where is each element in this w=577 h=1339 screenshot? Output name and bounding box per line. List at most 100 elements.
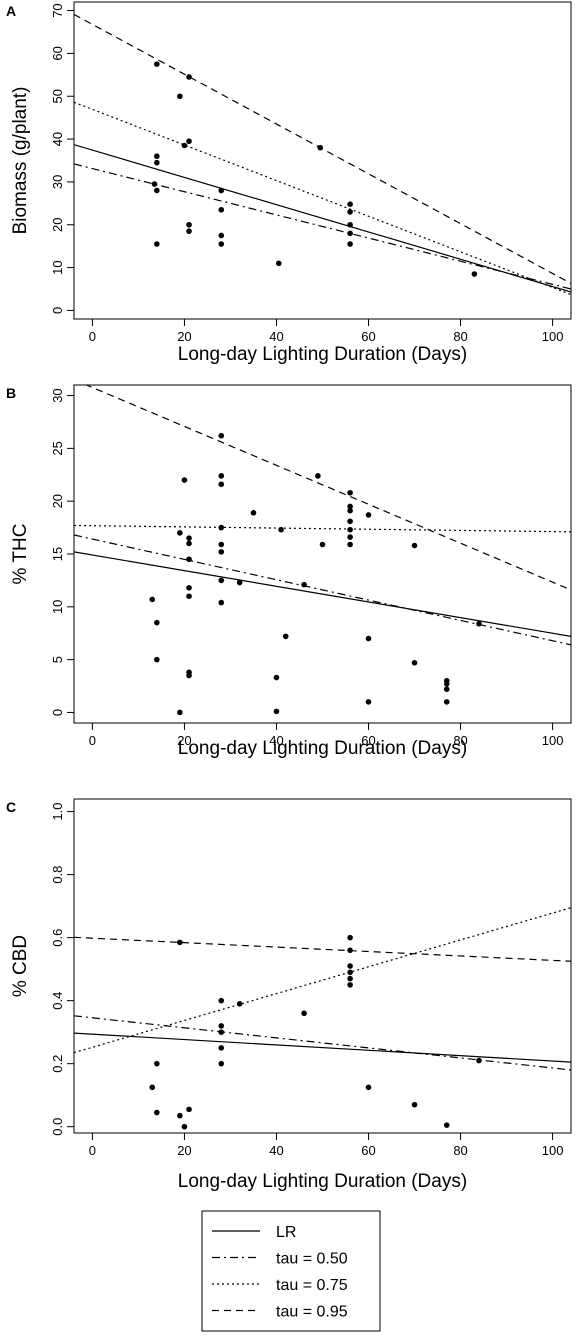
data-point [186, 556, 192, 563]
y-axis-label: Biomass (g/plant) [10, 87, 31, 235]
data-point [365, 699, 372, 705]
y-tick-label: 20 [50, 494, 65, 508]
y-tick-label: 50 [50, 89, 65, 103]
fit-line-tau-0-50 [74, 1015, 571, 1071]
legend-label: tau = 0.75 [276, 1277, 348, 1294]
data-point [218, 1023, 225, 1029]
data-point [151, 181, 158, 187]
data-point [278, 526, 284, 533]
data-point [218, 206, 225, 213]
data-point [154, 619, 160, 626]
data-point [177, 530, 183, 536]
data-point [411, 542, 418, 549]
data-point [186, 74, 192, 80]
y-axis-label: % CBD [10, 935, 31, 997]
data-point [347, 230, 353, 237]
y-tick-label: 10 [50, 600, 65, 614]
x-tick-label: 80 [453, 1143, 467, 1158]
data-point [218, 241, 225, 247]
x-tick-label: 20 [177, 733, 191, 748]
data-point [443, 681, 450, 687]
data-point [347, 969, 353, 976]
x-tick-label: 20 [177, 329, 191, 344]
data-point [177, 1112, 183, 1119]
y-tick-label: 20 [50, 218, 65, 232]
data-point [365, 1084, 372, 1091]
data-point [186, 672, 192, 679]
plot-frame [73, 1, 572, 320]
fit-line-tau-0-75 [74, 524, 571, 533]
y-tick-label: 70 [50, 3, 65, 17]
data-point [218, 599, 225, 606]
x-tick-label: 0 [89, 1143, 96, 1158]
data-point [186, 1106, 192, 1113]
panel-letter: B [6, 385, 16, 401]
data-point [186, 593, 192, 600]
data-point [443, 1122, 450, 1128]
data-point [177, 709, 183, 716]
data-point [149, 596, 156, 603]
data-point [154, 1109, 160, 1116]
data-point [186, 228, 192, 234]
fit-line-tau-0-50 [74, 534, 571, 646]
y-tick-label: 10 [50, 260, 65, 274]
data-point [347, 241, 353, 247]
data-point [250, 510, 257, 516]
x-axis-label: Long-day Lighting Duration (Days) [178, 344, 467, 365]
y-tick-label: 25 [50, 441, 65, 455]
fit-line-lr [74, 1032, 571, 1063]
x-tick-label: 40 [269, 733, 283, 748]
fit-line-tau-0-95 [74, 936, 571, 962]
x-tick-label: 40 [269, 329, 283, 344]
x-tick-label: 60 [361, 1143, 375, 1158]
data-point [177, 939, 183, 946]
fit-line-tau-0-95 [84, 385, 571, 591]
fit-lines [74, 907, 571, 1071]
data-point [275, 260, 282, 267]
data-point [273, 674, 280, 681]
x-tick-label: 100 [542, 733, 564, 748]
data-point [186, 535, 192, 541]
data-point [186, 585, 192, 591]
data-point [154, 159, 160, 166]
fit-lines [74, 385, 571, 646]
y-tick-label: 0 [50, 709, 65, 716]
data-point [218, 481, 225, 488]
x-tick-label: 80 [453, 329, 467, 344]
data-point [471, 271, 478, 277]
data-point [154, 153, 160, 160]
x-tick-label: 20 [177, 1143, 191, 1158]
data-point [218, 473, 225, 479]
fit-lines [74, 13, 571, 296]
x-axis-label: Long-day Lighting Duration (Days) [178, 1171, 467, 1192]
data-point [154, 1060, 160, 1067]
data-point [154, 61, 160, 67]
data-point [154, 656, 160, 663]
y-axis-label: % THC [10, 524, 31, 585]
data-point [154, 187, 160, 194]
x-tick-label: 60 [361, 329, 375, 344]
y-tick-label: 30 [50, 175, 65, 189]
data-point [443, 699, 450, 705]
y-tick-label: 5 [50, 656, 65, 663]
y-tick-label: 0.6 [50, 929, 65, 947]
x-axis-label: Long-day Lighting Duration (Days) [178, 738, 467, 759]
panel-c: C 0 20 40 60 80 100 0.0 0.2 0.4 0.6 0.8 1.0 Long-day … [6, 798, 572, 1192]
y-tick-label: 0 [50, 307, 65, 314]
legend-label: tau = 0.95 [276, 1304, 348, 1321]
data-point [218, 997, 225, 1004]
data-point [347, 518, 353, 525]
panel-a: A 0 20 40 60 80 100 0 10 20 30 40 50 60 70 Long-day Lig… [6, 1, 572, 365]
y-tick-label: 0.8 [50, 866, 65, 884]
x-tick-label: 100 [542, 329, 564, 344]
data-point [218, 432, 225, 439]
panel-b: B 0 20 40 60 80 100 0 5 10 15 20 25 30 Long-day Lighti… [6, 384, 572, 759]
plot-frame [73, 384, 572, 724]
data-point [347, 934, 353, 941]
x-tick-label: 0 [89, 329, 96, 344]
data-point [177, 93, 183, 100]
data-point [218, 232, 225, 239]
data-point [181, 142, 188, 149]
y-tick-label: 0.2 [50, 1055, 65, 1073]
